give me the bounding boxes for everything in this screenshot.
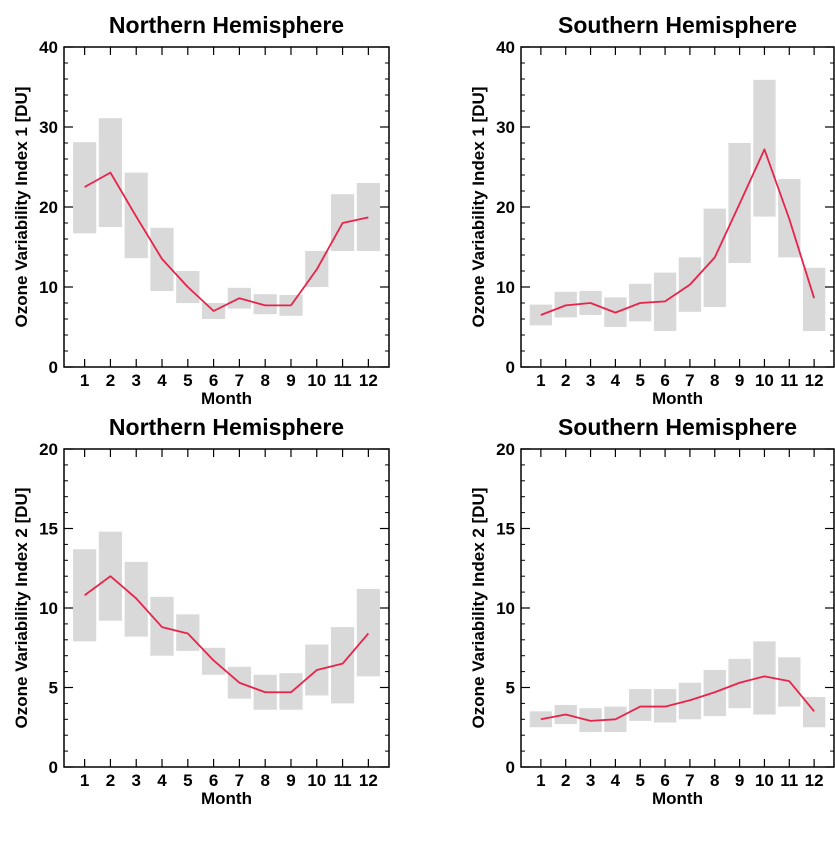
chart-title: Southern Hemisphere: [558, 12, 797, 38]
range-box: [330, 627, 355, 704]
x-tick-label: 9: [286, 371, 295, 390]
x-tick-label: 4: [611, 771, 621, 790]
x-tick-label: 12: [805, 371, 824, 390]
range-box: [253, 294, 277, 315]
x-tick-label: 6: [660, 371, 669, 390]
x-tick-label: 2: [106, 771, 115, 790]
chart-title: Northern Hemisphere: [109, 414, 344, 440]
y-axis-label: Ozone Variability Index 1 [DU]: [469, 87, 488, 328]
x-tick-label: 4: [611, 371, 621, 390]
chart-title: Southern Hemisphere: [558, 414, 797, 440]
x-tick-label: 1: [536, 771, 545, 790]
y-tick-label: 5: [506, 679, 515, 698]
x-axis-label: Month: [201, 389, 252, 408]
y-axis-label: Ozone Variability Index 2 [DU]: [469, 488, 488, 729]
x-tick-label: 11: [780, 771, 798, 790]
x-tick-label: 7: [685, 371, 694, 390]
x-axis-label: Month: [652, 789, 703, 808]
range-box: [802, 267, 826, 331]
x-tick-label: 2: [561, 771, 570, 790]
y-tick-label: 20: [496, 198, 515, 217]
y-tick-label: 20: [496, 440, 515, 459]
x-tick-label: 5: [183, 371, 192, 390]
y-tick-label: 40: [39, 38, 58, 57]
y-tick-label: 0: [506, 758, 515, 777]
y-tick-label: 10: [496, 599, 515, 618]
y-tick-label: 10: [496, 278, 515, 297]
y-tick-label: 0: [506, 358, 515, 377]
chart-title: Northern Hemisphere: [109, 12, 344, 38]
x-tick-label: 4: [157, 371, 167, 390]
x-axis-label: Month: [201, 789, 252, 808]
x-tick-label: 1: [80, 371, 89, 390]
range-box: [753, 641, 776, 715]
x-tick-label: 3: [586, 371, 595, 390]
x-tick-label: 10: [307, 771, 326, 790]
x-tick-label: 11: [334, 771, 352, 790]
range-box: [73, 142, 97, 234]
x-tick-label: 10: [755, 371, 774, 390]
y-tick-label: 30: [496, 118, 515, 137]
y-axis-label: Ozone Variability Index 1 [DU]: [12, 87, 31, 328]
y-tick-label: 10: [39, 278, 58, 297]
x-tick-label: 5: [183, 771, 192, 790]
range-box: [356, 183, 380, 251]
x-tick-label: 8: [260, 771, 269, 790]
series-line: [540, 148, 815, 316]
x-tick-label: 5: [636, 771, 645, 790]
range-box: [753, 79, 776, 217]
x-tick-label: 3: [586, 771, 595, 790]
series-line: [84, 171, 369, 312]
y-tick-label: 0: [49, 758, 58, 777]
x-tick-label: 8: [260, 371, 269, 390]
x-tick-label: 7: [235, 371, 244, 390]
x-tick-label: 10: [307, 371, 326, 390]
x-axis-label: Month: [652, 389, 703, 408]
y-tick-label: 15: [39, 520, 58, 539]
y-tick-label: 0: [49, 358, 58, 377]
range-box: [629, 689, 652, 721]
x-tick-label: 1: [536, 371, 545, 390]
y-tick-label: 20: [39, 198, 58, 217]
x-tick-label: 9: [735, 771, 744, 790]
x-tick-label: 3: [131, 371, 140, 390]
y-tick-label: 15: [496, 520, 515, 539]
series-line: [84, 575, 370, 694]
x-tick-label: 1: [80, 771, 89, 790]
x-tick-label: 9: [735, 371, 744, 390]
y-tick-label: 20: [39, 440, 58, 459]
x-tick-label: 2: [106, 371, 115, 390]
x-tick-label: 12: [359, 771, 378, 790]
x-tick-label: 11: [334, 371, 352, 390]
y-tick-label: 40: [496, 38, 515, 57]
x-tick-label: 8: [710, 771, 719, 790]
y-tick-label: 30: [39, 118, 58, 137]
range-box: [356, 588, 380, 677]
y-tick-label: 10: [39, 599, 58, 618]
x-tick-label: 5: [636, 371, 645, 390]
x-tick-label: 12: [359, 371, 378, 390]
x-tick-label: 6: [209, 771, 218, 790]
x-tick-label: 8: [710, 371, 719, 390]
y-axis-label: Ozone Variability Index 2 [DU]: [12, 488, 31, 729]
x-tick-label: 6: [209, 371, 218, 390]
x-tick-label: 6: [660, 771, 669, 790]
series-line: [540, 675, 815, 722]
x-tick-label: 9: [286, 771, 295, 790]
x-tick-label: 12: [805, 771, 824, 790]
x-tick-label: 7: [235, 771, 244, 790]
y-tick-label: 5: [49, 679, 58, 698]
x-tick-label: 10: [755, 771, 774, 790]
x-tick-label: 4: [157, 771, 167, 790]
x-tick-label: 7: [685, 771, 694, 790]
x-tick-label: 11: [780, 371, 798, 390]
x-tick-label: 2: [561, 371, 570, 390]
x-tick-label: 3: [131, 771, 140, 790]
